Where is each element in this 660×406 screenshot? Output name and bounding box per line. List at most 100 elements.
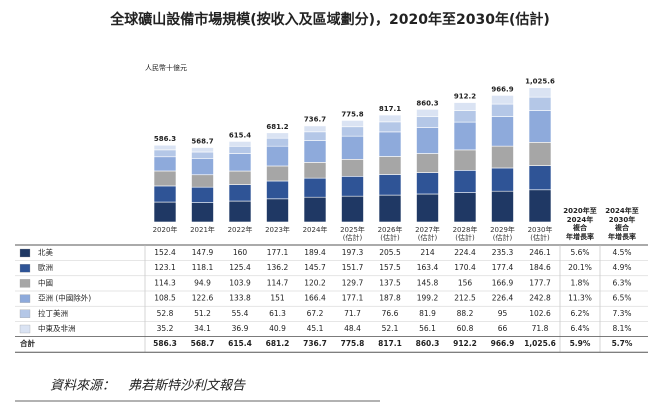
- table-cell: 177.1: [342, 294, 364, 303]
- table-cell: 736.7: [303, 339, 327, 348]
- table-cell: 55.4: [232, 309, 249, 318]
- table-cell: 681.2: [266, 339, 290, 348]
- total-label: 586.3: [154, 135, 176, 143]
- table-cell: 6.3%: [612, 278, 631, 287]
- total-label: 681.2: [266, 123, 288, 131]
- x-tick-label: 2027年 (估計): [415, 226, 440, 242]
- table-cell: 56.1: [419, 324, 436, 333]
- table-cell: 199.2: [417, 294, 439, 303]
- x-tick-label: 2029年 (估計): [490, 226, 515, 242]
- legend-label: 中國: [38, 277, 53, 287]
- bar-segment: [191, 174, 214, 188]
- legend-label: 中東及非洲: [38, 323, 76, 333]
- x-tick-label: 2025年 (估計): [340, 226, 365, 242]
- table-cell: 147.9: [192, 248, 214, 257]
- table-cell: 114.3: [154, 278, 176, 287]
- bar-segment: [341, 135, 364, 160]
- table-cell: 197.3: [342, 248, 364, 257]
- bar-segment: [153, 185, 177, 203]
- table-cell: 81.9: [419, 309, 436, 318]
- table-cell: 94.9: [194, 278, 211, 287]
- bar-segment: [528, 165, 552, 191]
- table-cell: 123.1: [154, 263, 176, 272]
- table-cell: 160: [233, 248, 248, 257]
- table-cell: 137.5: [379, 278, 401, 287]
- bar-segment: [491, 95, 514, 105]
- bar-segment: [416, 116, 439, 128]
- bar-segment: [378, 174, 402, 196]
- bar-segment: [341, 159, 364, 177]
- table-cell: 71.8: [532, 324, 549, 333]
- x-tick-label: 2023年: [265, 226, 290, 234]
- table-cell: 246.1: [529, 248, 551, 257]
- table-cell: 66: [498, 324, 508, 333]
- table-cell: 5.9%: [570, 339, 591, 348]
- bar-segment: [303, 140, 327, 163]
- bar-segment: [303, 177, 327, 198]
- legend-swatch: [19, 264, 31, 273]
- table-cell: 568.7: [191, 339, 215, 348]
- bar-segment: [528, 142, 552, 166]
- table-cell: 122.6: [192, 294, 214, 303]
- legend-label: 拉丁美洲: [38, 308, 68, 318]
- table-cell: 20.1%: [568, 263, 592, 272]
- bar-segment: [303, 196, 327, 223]
- table-cell: 95: [498, 309, 508, 318]
- bar-segment: [528, 87, 552, 98]
- x-tick-label: 2024年: [302, 226, 328, 234]
- bar-segment: [416, 109, 439, 118]
- table-cell: 177.4: [492, 263, 514, 272]
- x-tick-label: 2020年: [152, 226, 178, 234]
- table-cell: 52.1: [382, 324, 399, 333]
- x-tick-label: 2030年 (估計): [527, 226, 553, 242]
- bar-segment: [491, 145, 514, 169]
- unit-label: 人民幣十億元: [145, 63, 187, 72]
- bar-segment: [266, 132, 289, 139]
- bar-segment: [341, 176, 364, 197]
- total-label: 775.8: [341, 110, 363, 118]
- table-cell: 40.9: [269, 324, 286, 333]
- table-cell: 11.3%: [568, 294, 592, 303]
- table-cell: 224.4: [454, 248, 476, 257]
- table-cell: 1,025.6: [524, 339, 556, 348]
- bar-segment: [491, 190, 514, 223]
- table-cell: 212.5: [454, 294, 476, 303]
- bar-segment: [191, 202, 214, 223]
- bar-segment: [303, 131, 327, 141]
- table-cell: 8.1%: [612, 324, 631, 333]
- bar-segment: [341, 126, 364, 137]
- legend-swatch: [19, 309, 31, 318]
- table-cell: 966.9: [491, 339, 515, 348]
- bar-segment: [453, 102, 477, 111]
- x-tick-label: 2028年 (估計): [452, 226, 478, 242]
- bar-segment: [266, 145, 289, 167]
- total-row-label: 合計: [20, 338, 35, 348]
- bar-segment: [303, 125, 327, 133]
- bar-segment: [453, 170, 477, 193]
- bar-segment: [228, 145, 252, 154]
- bar-segment: [266, 180, 289, 200]
- table-cell: 45.1: [307, 324, 324, 333]
- table-cell: 60.8: [457, 324, 474, 333]
- table-cell: 189.4: [304, 248, 326, 257]
- table-cell: 136.2: [267, 263, 289, 272]
- bar-segment: [153, 144, 177, 151]
- table-cell: 912.2: [453, 339, 477, 348]
- table-cell: 145.7: [304, 263, 326, 272]
- table-cell: 7.3%: [612, 309, 631, 318]
- x-tick-label: 2026年 (估計): [377, 226, 403, 242]
- bar-segment: [228, 184, 252, 202]
- table-cell: 184.6: [529, 263, 551, 272]
- bar-segment: [341, 120, 364, 128]
- bar-segment: [153, 156, 177, 172]
- bar-segment: [416, 193, 439, 223]
- table-cell: 151: [270, 294, 285, 303]
- table-cell: 177.1: [267, 248, 289, 257]
- total-label: 568.7: [191, 138, 213, 146]
- bar-segment: [153, 149, 177, 158]
- bar-segment: [341, 195, 364, 223]
- table-cell: 35.2: [157, 324, 174, 333]
- legend-label: 北美: [38, 247, 53, 257]
- bar-segment: [491, 167, 514, 192]
- bar-segment: [266, 198, 289, 223]
